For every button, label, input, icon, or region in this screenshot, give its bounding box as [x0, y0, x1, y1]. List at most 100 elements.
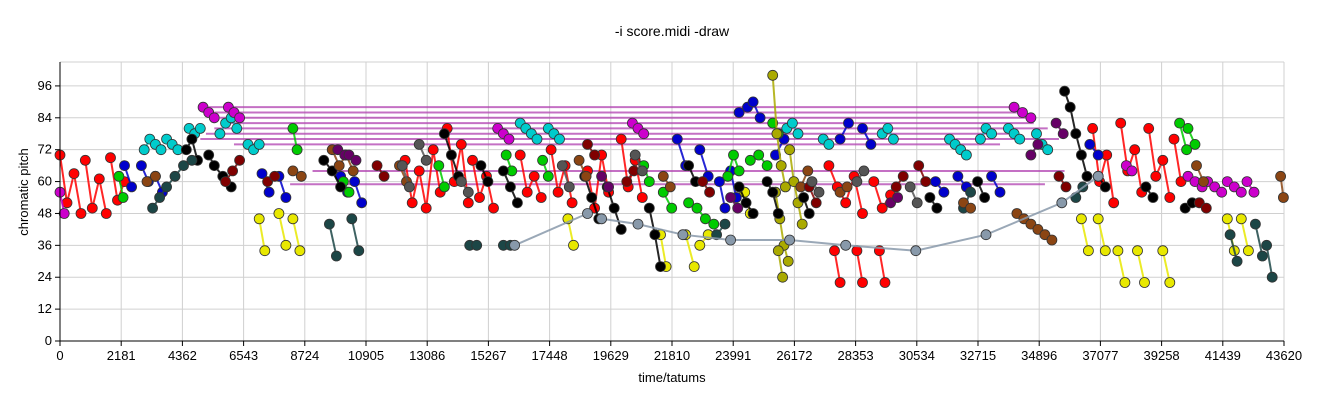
note-point	[1017, 107, 1028, 118]
note-point	[780, 181, 791, 193]
note-link	[350, 218, 360, 251]
note-point	[938, 186, 950, 198]
note-point	[986, 170, 997, 182]
note-point	[582, 138, 593, 150]
note-point	[149, 170, 161, 182]
note-point	[784, 144, 795, 156]
note-link	[1116, 250, 1126, 283]
note-point	[455, 138, 467, 150]
note-point	[154, 192, 166, 203]
note-point	[1083, 245, 1094, 257]
note-point	[643, 202, 655, 214]
note-point	[462, 186, 474, 198]
note-point	[965, 186, 976, 198]
note-point	[792, 128, 804, 140]
note-point	[732, 202, 744, 214]
note-point	[343, 186, 355, 198]
note-point	[851, 176, 863, 188]
note-point	[287, 165, 299, 177]
note-point	[890, 181, 902, 193]
note-point	[75, 208, 87, 219]
note-point	[531, 133, 543, 145]
note-point	[294, 245, 306, 257]
note-point	[1042, 144, 1054, 156]
note-point	[589, 149, 600, 161]
note-point	[1050, 117, 1062, 129]
note-point	[291, 144, 303, 156]
note-point	[420, 154, 432, 166]
note-point	[1108, 197, 1120, 209]
note-point	[813, 186, 825, 198]
note-point	[1147, 192, 1159, 203]
x-tick-label: 15267	[470, 348, 506, 363]
note-point	[841, 181, 853, 193]
note-point	[227, 165, 239, 177]
note-point	[865, 138, 877, 150]
note-point	[1087, 122, 1098, 134]
note-point	[784, 234, 795, 246]
note-point	[280, 192, 292, 203]
note-link	[1240, 218, 1250, 251]
note-point	[961, 149, 972, 161]
note-point	[1076, 213, 1087, 225]
note-point	[744, 154, 756, 166]
note-point	[566, 197, 578, 209]
note-point	[1056, 197, 1068, 209]
note-point	[220, 176, 232, 188]
note-point	[857, 122, 868, 134]
note-point	[1174, 117, 1185, 129]
grid-lines	[59, 61, 1285, 342]
note-point	[747, 208, 759, 219]
note-point	[1140, 181, 1152, 193]
note-point	[876, 202, 888, 214]
note-point	[1132, 245, 1143, 257]
note-point	[542, 170, 554, 182]
note-link	[328, 223, 338, 257]
note-point	[771, 128, 783, 140]
series-group	[253, 186, 1254, 288]
note-point	[767, 186, 779, 198]
note-point	[1112, 245, 1124, 257]
note-point	[888, 133, 899, 145]
note-point	[615, 133, 627, 145]
note-point	[180, 144, 192, 156]
note-link	[1161, 250, 1171, 283]
note-point	[438, 128, 450, 140]
note-point	[843, 117, 854, 129]
note-point	[333, 160, 345, 172]
note-point	[1092, 213, 1104, 225]
note-link	[601, 175, 1099, 252]
note-link	[291, 218, 301, 251]
note-point	[509, 239, 520, 251]
note-point	[1231, 255, 1243, 267]
note-point	[775, 160, 787, 172]
note-point	[455, 176, 467, 188]
note-point	[330, 250, 342, 262]
note-point	[105, 152, 116, 164]
note-point	[1266, 271, 1278, 283]
note-point	[603, 181, 614, 193]
x-tick-label: 6543	[229, 348, 258, 363]
x-tick-label: 30534	[899, 348, 935, 363]
y-tick-label: 0	[45, 333, 52, 348]
note-point	[234, 154, 246, 166]
note-point	[1059, 85, 1070, 97]
note-series	[54, 69, 1289, 288]
note-point	[113, 170, 125, 182]
note-point	[563, 181, 575, 193]
note-point	[556, 160, 568, 172]
x-tick-label: 23991	[715, 348, 751, 363]
note-point	[545, 144, 557, 156]
note-point	[269, 170, 281, 182]
note-point	[554, 133, 565, 145]
note-point	[535, 192, 547, 203]
y-tick-label: 60	[38, 174, 52, 189]
note-point	[1143, 122, 1155, 134]
note-point	[208, 112, 220, 124]
x-tick-label: 17448	[532, 348, 568, 363]
note-point	[649, 229, 661, 241]
note-point	[346, 213, 358, 225]
note-point	[356, 197, 368, 209]
note-point	[823, 160, 835, 172]
